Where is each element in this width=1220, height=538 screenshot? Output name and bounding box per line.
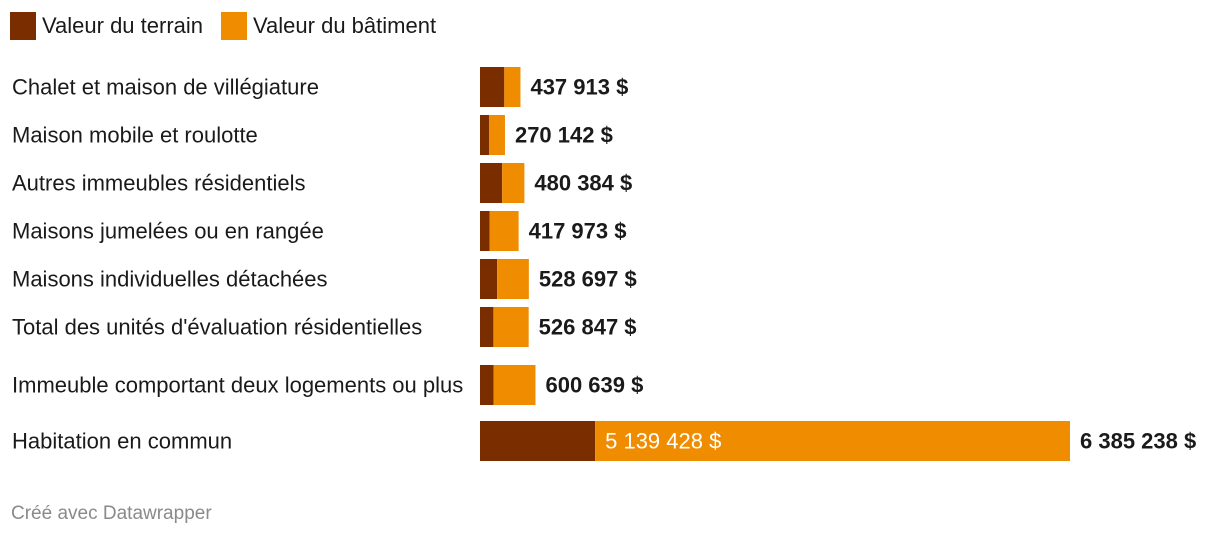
legend-swatch-land: [10, 12, 36, 40]
bar-total-label: 270 142 $: [515, 123, 613, 148]
legend: Valeur du terrain Valeur du bâtiment: [10, 12, 436, 40]
legend-item-building: Valeur du bâtiment: [221, 12, 436, 40]
bar-inside-label: 5 139 428 $: [605, 429, 721, 454]
bar-row: Total des unités d'évaluation résidentie…: [12, 307, 637, 347]
bar-segment-land: [480, 365, 494, 405]
bar-segment-building: [504, 67, 521, 107]
legend-swatch-building: [221, 12, 248, 40]
bar-segment-building: [502, 163, 525, 203]
bar-segment-building: [493, 365, 536, 405]
bar-segment-land: [480, 307, 494, 347]
legend-label-land: Valeur du terrain: [42, 13, 204, 38]
bar-total-label: 437 913 $: [530, 75, 628, 100]
bar-segment-land: [480, 421, 596, 461]
bar-segment-land: [480, 259, 498, 299]
bar-segment-building: [493, 307, 529, 347]
category-label: Autres immeubles résidentiels: [12, 171, 305, 196]
footer-credit: Créé avec Datawrapper: [11, 503, 212, 524]
bar-total-label: 6 385 238 $: [1080, 429, 1196, 454]
bar-segment-building: [489, 115, 505, 155]
category-label: Total des unités d'évaluation résidentie…: [12, 315, 422, 340]
bar-row: Autres immeubles résidentiels 480 384 $: [12, 163, 632, 203]
category-label: Chalet et maison de villégiature: [12, 75, 319, 100]
category-label: Habitation en commun: [12, 429, 232, 454]
bar-total-label: 526 847 $: [539, 315, 637, 340]
category-label: Maisons jumelées ou en rangée: [12, 219, 324, 244]
bar-segment-land: [480, 115, 490, 155]
category-label: Immeuble comportant deux logements ou pl…: [12, 373, 463, 398]
bar-row: Immeuble comportant deux logements ou pl…: [12, 365, 643, 405]
bar-total-label: 417 973 $: [529, 219, 627, 244]
category-label: Maison mobile et roulotte: [12, 123, 258, 148]
bar-segment-building: [595, 421, 1070, 461]
bar-total-label: 600 639 $: [545, 373, 643, 398]
bar-row: Chalet et maison de villégiature 437 913 …: [12, 67, 628, 107]
bar-segment-building: [497, 259, 529, 299]
bar-segment-land: [480, 67, 505, 107]
bar-total-label: 480 384 $: [534, 171, 632, 196]
bar-row: Maison mobile et roulotte 270 142 $: [12, 115, 613, 155]
bar-segment-land: [480, 211, 490, 251]
legend-label-building: Valeur du bâtiment: [253, 13, 437, 38]
legend-item-land: Valeur du terrain: [10, 12, 203, 40]
bar-row: Maisons jumelées ou en rangée 417 973 $: [12, 211, 626, 251]
bar-row: Habitation en commun 5 139 428 $ 6 385 238…: [12, 421, 1196, 461]
bar-segment-building: [489, 211, 519, 251]
category-label: Maisons individuelles détachées: [12, 267, 328, 292]
bar-row: Maisons individuelles détachées 528 697 $: [12, 259, 637, 299]
bar-segment-land: [480, 163, 503, 203]
bar-total-label: 528 697 $: [539, 267, 637, 292]
